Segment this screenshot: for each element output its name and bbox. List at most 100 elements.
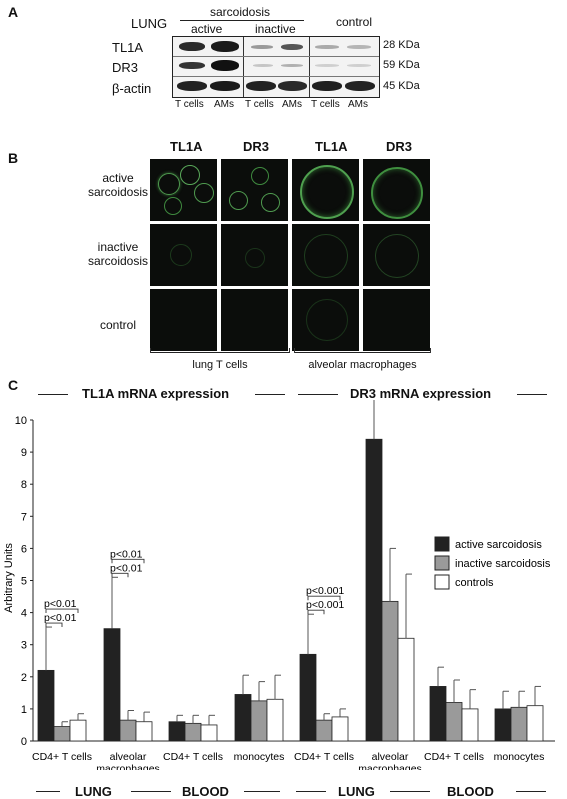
cell (304, 234, 348, 278)
group-rule (36, 791, 60, 792)
cell (229, 191, 248, 210)
blot-band (177, 81, 207, 91)
bar (119, 719, 137, 742)
micrograph-control-dr3-macrophages (363, 289, 430, 351)
y-tick-label: 1 (21, 704, 27, 716)
micrograph-inactive-dr3-tcells (221, 224, 288, 286)
blot-band (251, 45, 273, 49)
row-label-line: sarcoidosis (88, 254, 149, 268)
group-inactive: inactive (255, 22, 296, 36)
row-label-tl1a: TL1A (112, 40, 144, 55)
bar (494, 708, 512, 742)
cell (245, 248, 265, 268)
y-tick-label: 9 (21, 447, 27, 459)
p-value-label: p<0.01 (110, 548, 143, 560)
western-blot (172, 36, 380, 98)
p-value-label: p<0.01 (44, 598, 77, 610)
blot-band (253, 64, 273, 67)
cell (251, 167, 269, 185)
group-rule (296, 791, 326, 792)
bar (69, 719, 87, 742)
legend-label: inactive sarcoidosis (455, 558, 551, 570)
category-label: monocytes (234, 751, 285, 763)
group-control: control (336, 15, 373, 29)
bracket-tick (294, 348, 295, 353)
tl1a-header: TL1A mRNA expression (82, 386, 230, 401)
header-rule (38, 394, 68, 395)
micrograph-inactive-dr3-macrophages (363, 224, 430, 286)
panel-c-letter: C (8, 377, 19, 393)
chart-bars (37, 400, 544, 742)
bar (315, 719, 333, 742)
row-label-inactive: inactive sarcoidosis (88, 240, 148, 268)
blot-band (281, 44, 303, 50)
significance-bracket (111, 572, 129, 578)
column-label: TL1A (170, 139, 203, 154)
blot-band (315, 45, 339, 49)
micrograph-active-dr3-tcells (221, 159, 288, 221)
bar (168, 721, 186, 742)
panel-a-letter: A (8, 4, 19, 20)
chart-annotations: p<0.01p<0.01p<0.01p<0.01p<0.001p<0.001p<… (44, 548, 344, 628)
group-label-blood: BLOOD (182, 784, 229, 799)
bar (381, 600, 399, 742)
significance-bracket (307, 595, 341, 601)
group-rule (390, 791, 430, 792)
category-label: macrophages (358, 763, 422, 770)
category-label: monocytes (494, 751, 545, 763)
blot-row-divider (173, 76, 379, 77)
row-label-line: inactive (97, 240, 139, 254)
bar (234, 694, 252, 742)
micrograph-inactive-tl1a-tcells (150, 224, 217, 286)
bar (445, 702, 463, 742)
row-label-control: control (99, 318, 137, 332)
group-active: active (191, 22, 223, 36)
size-beta-actin: 45 KDa (383, 80, 420, 92)
bar (461, 708, 479, 742)
bar (526, 705, 544, 742)
cell (300, 165, 354, 219)
lane-label: T cells (311, 99, 340, 110)
size-dr3: 59 KDa (383, 59, 420, 71)
y-tick-label: 6 (21, 543, 27, 555)
group-rule (516, 791, 546, 792)
group-label-lung: LUNG (338, 784, 375, 799)
category-label: macrophages (96, 763, 160, 770)
group-rule (244, 791, 280, 792)
blot-divider (243, 37, 244, 97)
y-tick-label: 0 (21, 736, 27, 748)
bar (250, 700, 268, 742)
micrograph-inactive-tl1a-macrophages (292, 224, 359, 286)
p-value-label: p<0.01 (44, 612, 77, 624)
bar (184, 722, 202, 742)
bar (365, 438, 383, 742)
chart-legend: active sarcoidosis inactive sarcoidosis co… (434, 536, 551, 590)
lane-label: AMs (282, 99, 302, 110)
blot-band (312, 81, 342, 91)
blot-band (347, 64, 371, 67)
macrophages-bracket (294, 352, 431, 353)
bar (37, 669, 55, 742)
bar (53, 726, 71, 742)
legend-label: active sarcoidosis (455, 539, 542, 551)
blot-band (315, 64, 339, 67)
significance-bracket (45, 608, 79, 614)
y-axis-label: Arbitrary Units (3, 543, 15, 613)
cell (170, 244, 192, 266)
cell (375, 234, 419, 278)
lane-label: AMs (214, 99, 234, 110)
cell (371, 167, 423, 219)
bar (103, 628, 121, 742)
label-alveolar-macrophages: alveolar macrophages (308, 359, 417, 371)
row-label-dr3: DR3 (112, 60, 139, 75)
category-label: CD4+ T cells (163, 751, 223, 763)
group-label-lung: LUNG (75, 784, 112, 799)
cell (306, 299, 348, 341)
blot-divider (309, 37, 310, 97)
category-label: CD4+ T cells (32, 751, 92, 763)
blot-band (179, 42, 205, 51)
legend-swatch (434, 574, 450, 590)
blot-band (246, 81, 276, 91)
micrograph-active-tl1a-macrophages (292, 159, 359, 221)
